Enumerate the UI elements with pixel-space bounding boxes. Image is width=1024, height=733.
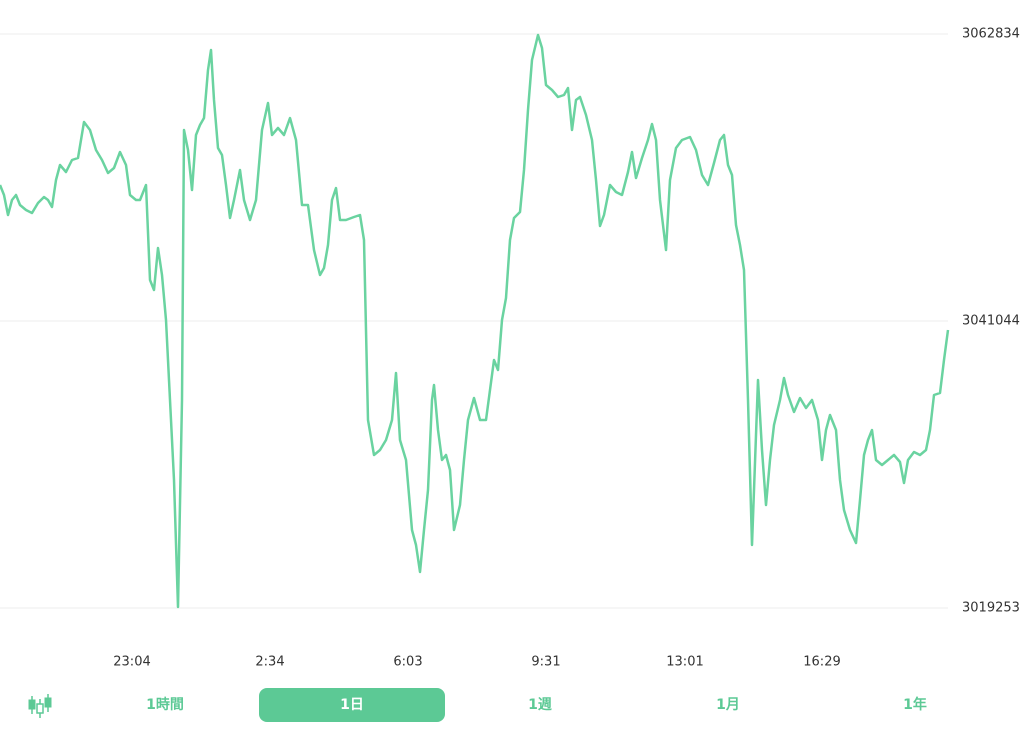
x-tick-label: 6:03 (393, 655, 422, 670)
x-tick-label: 2:34 (255, 655, 284, 670)
tab-selected-bg[interactable] (259, 688, 445, 722)
range-tab[interactable]: 1週 (528, 697, 552, 713)
x-tick-label: 9:31 (531, 655, 560, 670)
chart-type-icon[interactable] (28, 694, 52, 718)
y-tick-label: 3019253 (962, 601, 1020, 616)
range-tab[interactable]: 1日 (340, 697, 364, 713)
x-tick-label: 23:04 (113, 655, 150, 670)
y-tick-label: 3062834 (962, 27, 1020, 42)
y-tick-label: 3041044 (962, 313, 1020, 328)
range-tab[interactable]: 1時間 (146, 696, 184, 713)
price-line (0, 33, 950, 609)
x-tick-label: 13:01 (666, 655, 703, 670)
x-tick-label: 16:29 (803, 655, 840, 670)
range-tab[interactable]: 1年 (903, 696, 927, 713)
range-tab[interactable]: 1月 (716, 697, 740, 713)
